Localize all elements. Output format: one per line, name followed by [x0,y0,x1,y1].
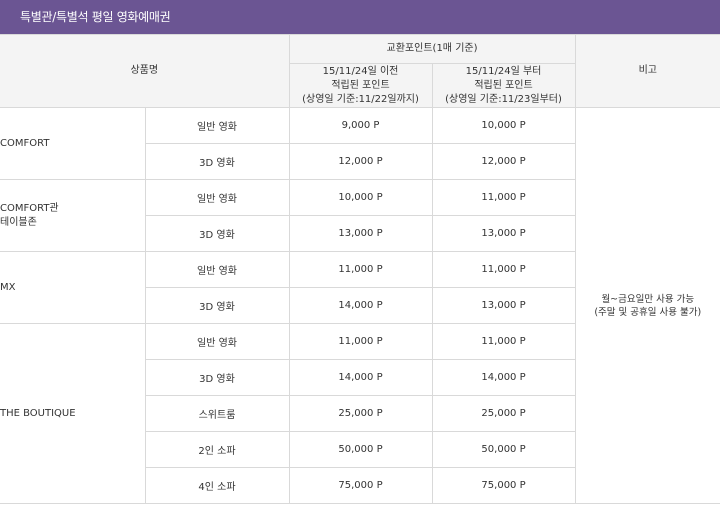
product-group-comfort-table-zone: COMFORT관 테이블존 [0,179,146,252]
before-points-cell: 14,000 P [288,359,433,396]
after-points-cell: 25,000 P [431,395,576,432]
table-row: 4인 소파 75,000 P 75,000 P [0,467,720,504]
movie-type-cell: 3D 영화 [144,215,290,252]
movie-type-cell: 2인 소파 [144,431,290,468]
after-header-line: 적립된 포인트 [474,79,533,91]
after-points-cell: 10,000 P [431,107,576,144]
after-points-cell: 11,000 P [431,179,576,216]
before-header-line: 15/11/24일 이전 [322,65,399,77]
after-header: 15/11/24일 부터 적립된 포인트 (상영일 기준:11/23일부터) [431,63,576,108]
table-row: 스위트룸 25,000 P 25,000 P [0,395,720,432]
after-points-cell: 12,000 P [431,143,576,180]
table-title: 특별관/특별석 평일 영화예매권 [0,0,720,34]
before-points-cell: 50,000 P [288,431,433,468]
table-row: 3D 영화 14,000 P 14,000 P [0,359,720,396]
before-header: 15/11/24일 이전 적립된 포인트 (상영일 기준:11/22일까지) [288,63,433,108]
after-points-cell: 75,000 P [431,467,576,504]
movie-type-cell: 일반 영화 [144,107,290,144]
after-header-line: 15/11/24일 부터 [465,65,542,77]
after-points-cell: 50,000 P [431,431,576,468]
movie-type-cell: 3D 영화 [144,143,290,180]
product-name-line: COMFORT관 [0,202,59,214]
before-header-line: (상영일 기준:11/22일까지) [302,93,419,105]
remarks-header: 비고 [574,34,720,108]
exchange-points-table: 상품명 교환포인트(1매 기준) 비고 15/11/24일 이전 적립된 포인트… [0,34,720,504]
after-points-cell: 13,000 P [431,215,576,252]
movie-type-cell: 스위트룸 [144,395,290,432]
table-row: 3D 영화 14,000 P 13,000 P [0,287,720,324]
before-points-cell: 13,000 P [288,215,433,252]
table-row: 2인 소파 50,000 P 50,000 P [0,431,720,468]
before-points-cell: 11,000 P [288,251,433,288]
before-points-cell: 9,000 P [288,107,433,144]
before-points-cell: 12,000 P [288,143,433,180]
before-points-cell: 25,000 P [288,395,433,432]
movie-type-cell: 일반 영화 [144,179,290,216]
before-points-cell: 10,000 P [288,179,433,216]
product-name-header: 상품명 [0,34,290,108]
table-row: 3D 영화 13,000 P 13,000 P [0,215,720,252]
table-row: THE BOUTIQUE 일반 영화 11,000 P 11,000 P [0,323,720,504]
remarks-note: 월~금요일만 사용 가능 (주말 및 공휴일 사용 불가) [574,107,720,504]
after-points-cell: 11,000 P [431,323,576,360]
before-points-cell: 14,000 P [288,287,433,324]
product-name-line: 테이블존 [0,216,37,228]
product-group-the-boutique: THE BOUTIQUE [0,323,146,504]
product-group-comfort: COMFORT [0,107,146,180]
table-row: MX 일반 영화 11,000 P 11,000 P [0,251,720,324]
movie-type-cell: 3D 영화 [144,287,290,324]
movie-type-cell: 4인 소파 [144,467,290,504]
after-points-cell: 14,000 P [431,359,576,396]
after-header-line: (상영일 기준:11/23일부터) [445,93,562,105]
table-row: COMFORT관 테이블존 일반 영화 10,000 P 11,000 P [0,179,720,252]
before-header-line: 적립된 포인트 [331,79,390,91]
note-line: 월~금요일만 사용 가능 [601,293,695,305]
movie-type-cell: 일반 영화 [144,251,290,288]
movie-type-cell: 일반 영화 [144,323,290,360]
product-group-mx: MX [0,251,146,324]
after-points-cell: 13,000 P [431,287,576,324]
note-line: (주말 및 공휴일 사용 불가) [594,306,702,318]
before-points-cell: 75,000 P [288,467,433,504]
movie-type-cell: 3D 영화 [144,359,290,396]
table-row: COMFORT 일반 영화 9,000 P 10,000 P 월~금요일만 사용… [0,107,720,504]
after-points-cell: 11,000 P [431,251,576,288]
before-points-cell: 11,000 P [288,323,433,360]
exchange-points-header: 교환포인트(1매 기준) [288,34,576,64]
